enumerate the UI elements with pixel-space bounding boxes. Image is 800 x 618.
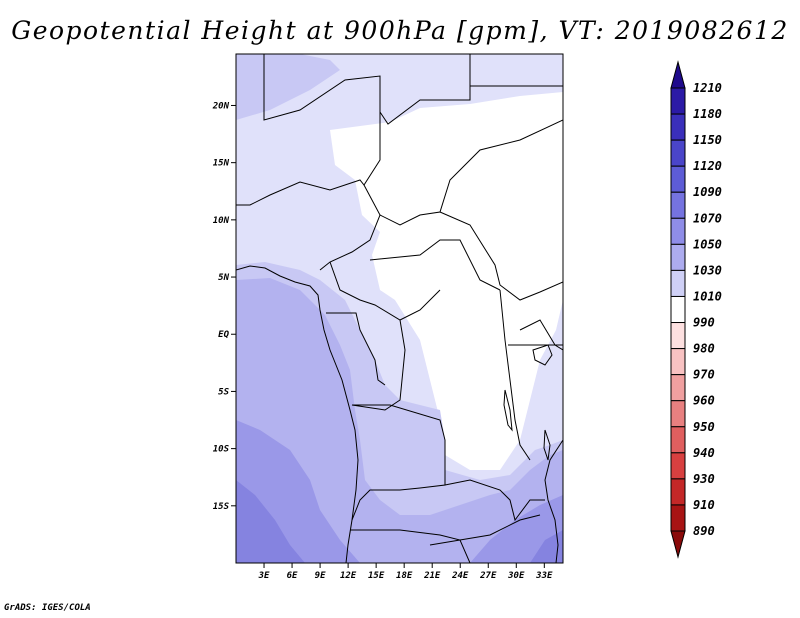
colorbar: 1210 1180 1150 1120 1090 1070 1050 1030 1010 990 9… [670,60,722,559]
lon-tick-label: 12E [340,571,357,581]
map-frame [235,53,564,564]
colorbar-label: 1150 [693,133,722,147]
colorbar-segment [670,87,686,115]
lon-tick-label: 33E [535,571,553,581]
border [326,312,386,386]
colorbar-label: 1120 [693,159,722,173]
colorbar-segment [670,426,686,454]
latitude-axis: 20N 15N 10N 5N EQ 5S 10S 15S [212,101,236,512]
lat-tick-label: 15S [213,502,230,512]
lat-tick-label: 15N [213,159,230,169]
field-1090-plus [236,480,563,563]
colorbar-label: 950 [693,420,715,434]
colorbar-segment [670,400,686,428]
lake [503,389,513,432]
field-1030-1050-north [236,54,340,120]
colorbar-segment [670,113,686,141]
border [444,479,545,522]
border [429,514,541,546]
colorbar-label: 1210 [693,81,722,95]
colorbar-label: 1050 [693,237,722,251]
colorbar-segment [670,322,686,350]
lat-tick-label: 20N [212,101,230,111]
lat-tick-label: 10S [213,445,230,455]
colorbar-segment [670,139,686,167]
colorbar-label: 890 [693,524,715,538]
colorbar-segment [670,452,686,480]
colorbar-segment [670,243,686,271]
colorbar-label: 980 [693,342,715,356]
colorbar-segment [670,478,686,506]
colorbar-segment [670,504,686,532]
lat-tick-label: 10N [213,216,230,226]
border [439,211,563,301]
colorbar-segment [670,374,686,402]
colorbar-segment [670,217,686,245]
border [379,119,563,226]
colorbar-segment [670,269,686,297]
colorbar-bottom-arrow [670,530,686,559]
colorbar-segment [670,348,686,376]
lon-tick-label: 3E [258,571,270,581]
lat-tick-label: 5S [218,387,229,397]
border [351,319,406,411]
colorbar-label: 930 [693,472,715,486]
border [519,319,563,351]
colorbar-label: 970 [693,368,715,382]
colorbar-label: 990 [693,316,715,330]
colorbar-segment [670,295,686,324]
lon-tick-label: 27E [479,571,497,581]
height-field [236,54,563,563]
colorbar-label: 1090 [693,185,722,199]
colorbar-label: 1030 [693,263,722,277]
border [236,112,381,206]
field-1050-1070 [236,278,563,563]
lake [543,429,551,461]
border [350,529,471,563]
border [369,239,501,291]
lake [532,344,553,366]
lon-tick-label: 21E [423,571,441,581]
map-title: Geopotential Height at 900hPa [gpm], VT:… [11,16,789,45]
lon-tick-label: 24E [451,571,469,581]
border [329,261,441,321]
colorbar-label: 1070 [693,211,722,225]
colorbar-segment [670,165,686,193]
lat-tick-label: 5N [218,273,229,283]
colorbar-label: 1010 [693,289,722,303]
lon-tick-label: 30E [507,571,525,581]
colorbar-label: 960 [693,394,715,408]
field-990-1010 [330,92,563,470]
lon-tick-label: 18E [396,571,413,581]
colorbar-segment [670,191,686,219]
coastline-east [544,439,563,563]
credit-text: GrADS: IGES/COLA [4,603,91,613]
coastline [236,265,359,563]
border [499,289,531,461]
border [263,54,471,125]
lon-tick-label: 9E [315,571,326,581]
colorbar-top-arrow [670,60,686,89]
colorbar-label: 910 [693,498,715,512]
map-borders [236,54,563,563]
longitude-axis: 3E 6E 9E 12E 15E 18E 21E 24E 27E 30E 33E [258,563,553,581]
lon-tick-label: 15E [368,571,385,581]
lon-tick-label: 6E [287,571,298,581]
field-1070-1090 [236,420,563,563]
lat-tick-label: EQ [218,330,229,340]
colorbar-label: 940 [693,446,715,460]
colorbar-label: 1180 [693,107,722,121]
